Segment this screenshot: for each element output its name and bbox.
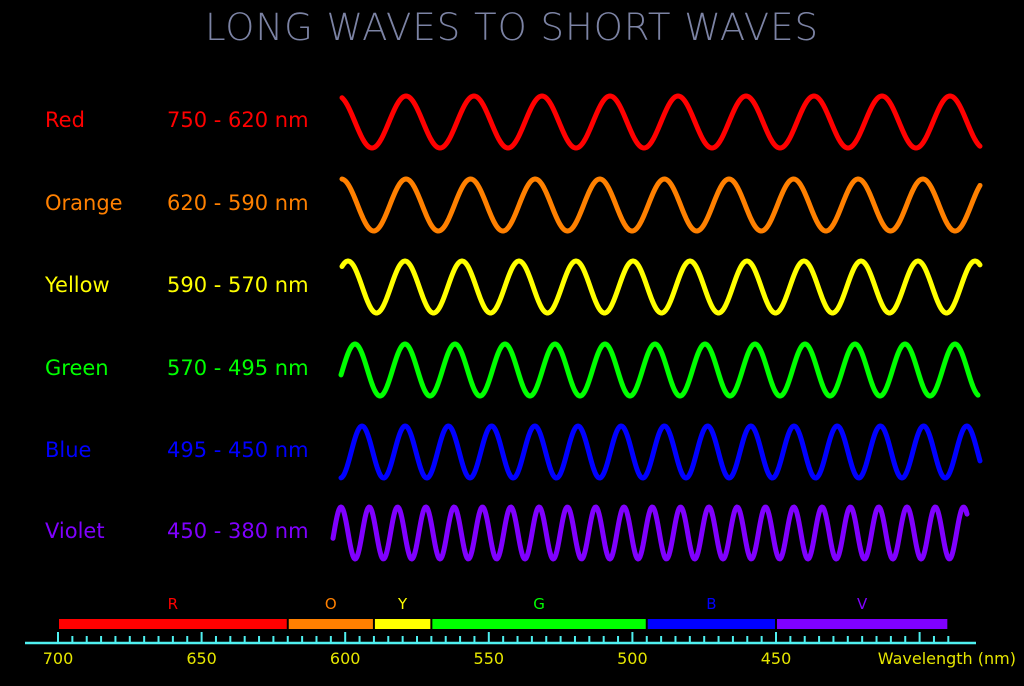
wavelength-range-orange: 620 - 590 nm [167, 191, 309, 215]
band-orange [288, 619, 373, 629]
color-name-yellow: Yellow [45, 273, 110, 297]
color-name-red: Red [45, 108, 85, 132]
band-letter-green: G [533, 595, 545, 613]
color-name-orange: Orange [45, 191, 123, 215]
wave-blue [338, 423, 983, 481]
wave-green [338, 341, 981, 399]
wavelength-range-red: 750 - 620 nm [167, 108, 309, 132]
band-blue [647, 619, 775, 629]
color-name-violet: Violet [45, 519, 105, 543]
wavelength-range-blue: 495 - 450 nm [167, 438, 309, 462]
wavelength-range-violet: 450 - 380 nm [167, 519, 309, 543]
wave-violet [330, 504, 970, 562]
axis-tick-label: 650 [186, 649, 217, 668]
axis-tick-label: 600 [330, 649, 361, 668]
band-letter-violet: V [857, 595, 868, 613]
axis-tick-label: 550 [474, 649, 505, 668]
wave-yellow [339, 258, 983, 316]
band-red [59, 619, 287, 629]
page-title: LONG WAVES TO SHORT WAVES [205, 6, 819, 49]
band-letter-yellow: Y [397, 595, 408, 613]
wave-red [339, 93, 983, 151]
axis-title: Wavelength (nm) [878, 649, 1016, 668]
band-letter-orange: O [325, 595, 337, 613]
axis-tick-label: 500 [617, 649, 648, 668]
color-name-green: Green [45, 356, 109, 380]
band-yellow [374, 619, 431, 629]
color-name-blue: Blue [45, 438, 92, 462]
wavelength-range-yellow: 590 - 570 nm [167, 273, 309, 297]
wavelength-range-green: 570 - 495 nm [167, 356, 309, 380]
axis-tick-label: 450 [761, 649, 792, 668]
band-violet [777, 619, 948, 629]
band-green [432, 619, 646, 629]
wave-orange [339, 176, 983, 234]
band-letter-red: R [168, 595, 178, 613]
axis-tick-label: 700 [43, 649, 74, 668]
band-letter-blue: B [706, 595, 716, 613]
